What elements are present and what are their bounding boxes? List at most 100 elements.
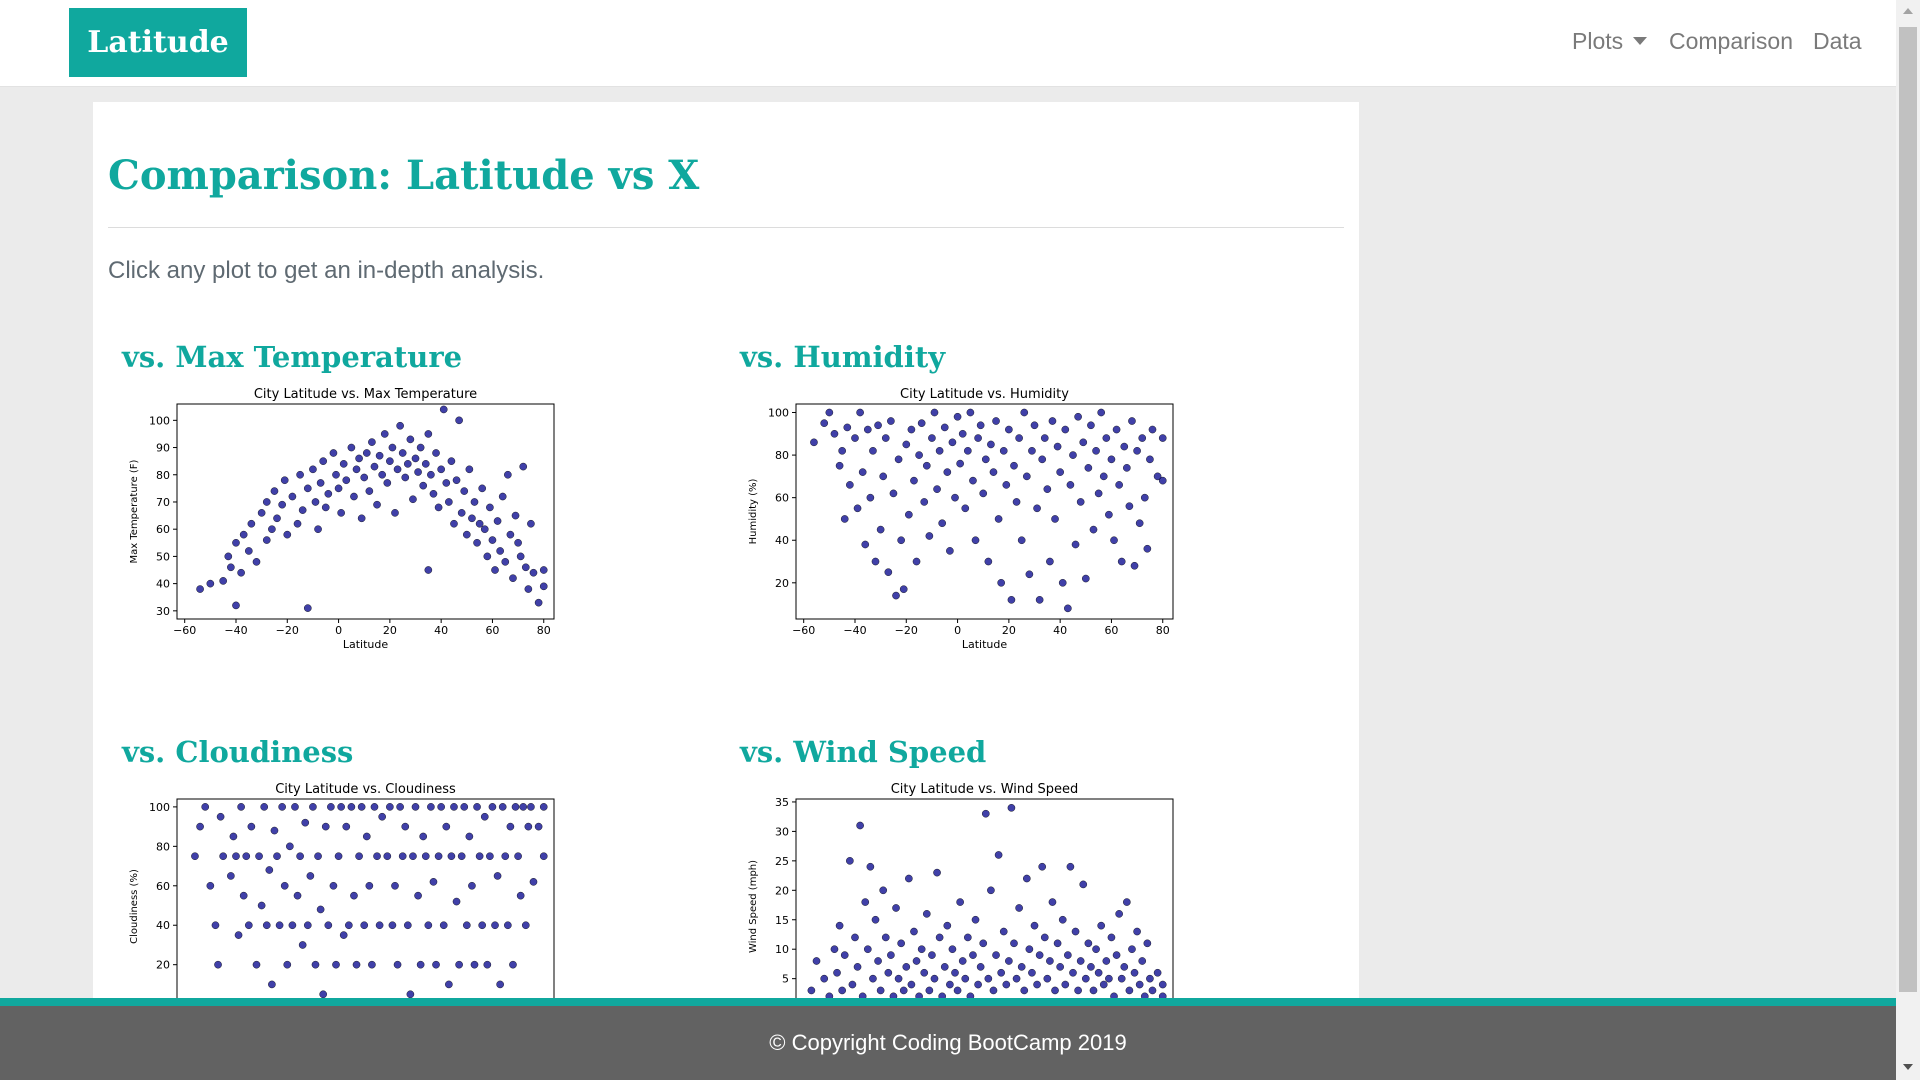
data-point — [922, 461, 931, 470]
nav-comparison-link[interactable]: Comparison — [1669, 28, 1793, 54]
wind-speed-scatter-plot[interactable]: City Latitude vs. Wind Speed−60−40−20020… — [744, 780, 1184, 1050]
data-point — [309, 803, 317, 811]
data-point — [1079, 438, 1088, 447]
data-point — [1035, 596, 1044, 604]
data-point — [424, 430, 433, 438]
data-point — [398, 852, 407, 861]
data-point — [470, 498, 479, 506]
scroll-up-icon[interactable] — [1903, 8, 1913, 14]
data-point — [846, 857, 854, 865]
data-point — [345, 921, 353, 930]
data-point — [1025, 945, 1034, 954]
x-tick-label: −40 — [843, 624, 866, 637]
data-point — [368, 960, 376, 969]
data-point — [1102, 957, 1111, 965]
data-point — [989, 986, 998, 995]
data-point — [268, 525, 276, 533]
scrollbar[interactable] — [1896, 0, 1920, 1080]
data-point — [910, 476, 918, 485]
y-tick-label: 20 — [775, 884, 789, 897]
data-point — [450, 803, 458, 811]
nav-data-link[interactable]: Data — [1813, 28, 1862, 54]
data-point — [920, 968, 929, 977]
data-point — [416, 960, 425, 969]
y-tick-label: 10 — [775, 943, 789, 956]
data-point — [1061, 980, 1070, 989]
data-point — [971, 536, 980, 545]
data-point — [521, 563, 530, 572]
data-point — [853, 963, 862, 971]
data-point — [1087, 963, 1095, 971]
data-point — [1002, 481, 1011, 489]
data-point — [327, 803, 335, 811]
data-point — [337, 509, 345, 517]
y-tick-label: 40 — [156, 919, 170, 932]
data-point — [999, 447, 1008, 455]
section-heading-cloudiness: vs. Cloudiness — [122, 735, 354, 769]
data-point — [370, 462, 379, 471]
data-point — [851, 933, 859, 942]
data-point — [1120, 963, 1129, 971]
data-point — [298, 941, 307, 949]
data-point — [434, 503, 443, 512]
data-point — [899, 986, 908, 995]
data-point — [273, 852, 281, 861]
data-point — [958, 957, 967, 965]
data-point — [1012, 974, 1021, 983]
data-point — [386, 803, 394, 811]
data-point — [468, 881, 476, 890]
data-point — [262, 921, 271, 930]
humidity-scatter-plot[interactable]: City Latitude vs. Humidity −60 −40 −20 0 20 40… — [744, 385, 1184, 655]
data-point — [1066, 481, 1075, 489]
data-point — [1028, 968, 1036, 977]
nav-plots-dropdown[interactable]: Plots — [1572, 28, 1648, 55]
data-point — [447, 852, 456, 861]
temperature-scatter-plot[interactable]: City Latitude vs. Max Temperature −60 −40 −… — [125, 385, 565, 655]
data-point — [894, 974, 903, 983]
data-point — [501, 852, 510, 861]
y-tick-label: 100 — [149, 414, 170, 427]
data-point — [969, 476, 977, 485]
data-point — [1158, 980, 1167, 989]
x-tick-label: −60 — [792, 624, 815, 637]
data-point — [329, 449, 338, 457]
scroll-thumb[interactable] — [1899, 27, 1917, 992]
data-point — [509, 960, 517, 969]
data-point — [943, 468, 952, 476]
data-point — [288, 492, 297, 501]
x-tick-label: 0 — [335, 624, 342, 637]
data-point — [296, 852, 304, 861]
data-point — [884, 968, 893, 977]
x-tick-label: 80 — [1156, 624, 1170, 637]
data-point — [1005, 425, 1013, 434]
cloudiness-scatter-plot[interactable]: City Latitude vs. Cloudiness−60−40−20020… — [125, 780, 565, 1050]
data-point — [362, 832, 371, 841]
data-point — [879, 472, 887, 481]
data-point — [953, 986, 962, 995]
x-tick-label: 0 — [954, 624, 961, 637]
data-point — [404, 921, 412, 930]
data-point — [1071, 540, 1080, 549]
y-tick-label: 35 — [775, 796, 789, 809]
data-point — [473, 803, 481, 811]
data-point — [514, 852, 522, 861]
data-point — [365, 487, 374, 495]
data-point — [856, 821, 864, 830]
data-point — [527, 519, 535, 528]
data-point — [917, 419, 926, 427]
data-point — [319, 457, 327, 465]
data-point — [1061, 425, 1070, 434]
data-point — [876, 986, 885, 995]
page-title: Comparison: Latitude vs X — [108, 152, 700, 199]
y-tick-label: 15 — [775, 914, 789, 927]
scroll-down-icon[interactable] — [1903, 1064, 1913, 1070]
data-point — [940, 963, 949, 971]
data-point — [1143, 939, 1152, 948]
data-point — [1076, 957, 1085, 965]
data-point — [196, 585, 204, 593]
brand-logo[interactable]: Latitude — [69, 8, 247, 77]
data-point — [892, 591, 900, 600]
data-point — [1128, 945, 1136, 954]
data-point — [321, 822, 330, 831]
data-point — [355, 852, 363, 861]
